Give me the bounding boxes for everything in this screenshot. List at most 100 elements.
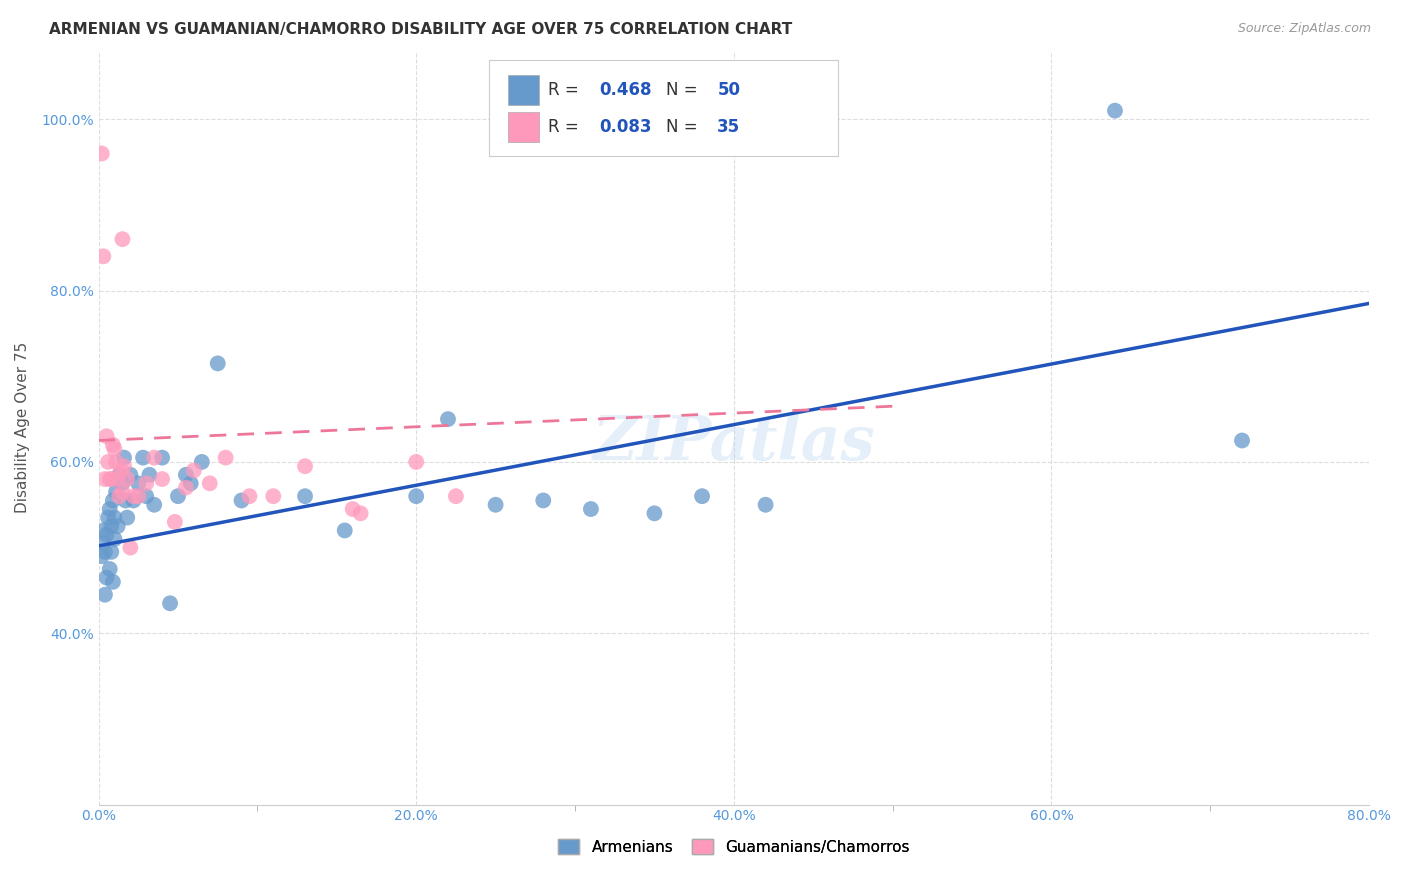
FancyBboxPatch shape [508, 75, 540, 105]
Point [98, 502, 121, 516]
Point [207, 356, 229, 370]
Point [531, 493, 554, 508]
Point [1230, 434, 1253, 448]
Point [180, 476, 202, 491]
Point [405, 455, 427, 469]
Point [349, 506, 371, 520]
Point [444, 489, 467, 503]
Point [97, 510, 120, 524]
Point [143, 450, 166, 465]
Point [115, 472, 138, 486]
Point [103, 532, 125, 546]
Point [114, 493, 136, 508]
Point [94, 545, 117, 559]
Point [122, 489, 145, 503]
Point [150, 472, 173, 486]
Text: Source: ZipAtlas.com: Source: ZipAtlas.com [1237, 22, 1371, 36]
Point [110, 463, 132, 477]
Point [405, 489, 427, 503]
FancyBboxPatch shape [508, 112, 540, 142]
Point [97, 455, 120, 469]
Point [111, 232, 134, 246]
Point [127, 476, 149, 491]
Text: 50: 50 [717, 81, 741, 99]
Point [333, 524, 356, 538]
Point [122, 493, 145, 508]
Point [93, 536, 115, 550]
Y-axis label: Disability Age Over 75: Disability Age Over 75 [15, 342, 30, 513]
Point [105, 455, 128, 469]
Text: N =: N = [666, 118, 703, 136]
Text: ZIPatlas: ZIPatlas [592, 413, 875, 473]
Point [112, 450, 135, 465]
Text: N =: N = [666, 81, 703, 99]
Point [294, 459, 316, 474]
Point [294, 489, 316, 503]
Point [101, 438, 124, 452]
Point [579, 502, 602, 516]
Point [107, 472, 129, 486]
Point [690, 489, 713, 503]
Point [132, 450, 155, 465]
Point [183, 463, 205, 477]
Point [143, 498, 166, 512]
Text: 0.468: 0.468 [599, 81, 651, 99]
Point [214, 450, 236, 465]
Point [262, 489, 284, 503]
Point [105, 484, 128, 499]
Point [112, 459, 135, 474]
Point [755, 498, 778, 512]
Point [643, 506, 665, 520]
Point [1104, 103, 1126, 118]
Point [135, 476, 157, 491]
Point [101, 574, 124, 589]
Text: 35: 35 [717, 118, 741, 136]
Point [108, 489, 131, 503]
Point [107, 519, 129, 533]
Point [174, 467, 197, 482]
Point [100, 519, 122, 533]
Point [342, 502, 364, 516]
Point [138, 467, 160, 482]
Point [100, 545, 122, 559]
Point [111, 484, 134, 499]
Point [96, 571, 118, 585]
Point [100, 472, 122, 486]
Point [150, 450, 173, 465]
Point [98, 472, 121, 486]
Point [98, 562, 121, 576]
Point [94, 472, 117, 486]
Point [94, 588, 117, 602]
Text: R =: R = [548, 81, 585, 99]
Point [135, 489, 157, 503]
Point [231, 493, 253, 508]
Point [103, 442, 125, 456]
Point [101, 493, 124, 508]
Text: ARMENIAN VS GUAMANIAN/CHAMORRO DISABILITY AGE OVER 75 CORRELATION CHART: ARMENIAN VS GUAMANIAN/CHAMORRO DISABILIT… [49, 22, 793, 37]
FancyBboxPatch shape [489, 60, 838, 156]
Point [108, 467, 131, 482]
Point [90, 146, 112, 161]
Point [127, 489, 149, 503]
Point [96, 429, 118, 443]
Point [120, 541, 142, 555]
Point [174, 481, 197, 495]
Text: 0.083: 0.083 [599, 118, 651, 136]
Point [93, 524, 115, 538]
Point [167, 489, 190, 503]
Point [159, 596, 181, 610]
Point [90, 549, 112, 563]
Point [115, 510, 138, 524]
Point [103, 510, 125, 524]
Point [93, 249, 115, 263]
Point [163, 515, 186, 529]
Point [238, 489, 260, 503]
Point [437, 412, 460, 426]
Point [485, 498, 508, 512]
Point [96, 527, 118, 541]
Text: R =: R = [548, 118, 585, 136]
Point [111, 476, 134, 491]
Point [191, 455, 214, 469]
Legend: Armenians, Guamanians/Chamorros: Armenians, Guamanians/Chamorros [551, 833, 915, 861]
Point [120, 467, 142, 482]
